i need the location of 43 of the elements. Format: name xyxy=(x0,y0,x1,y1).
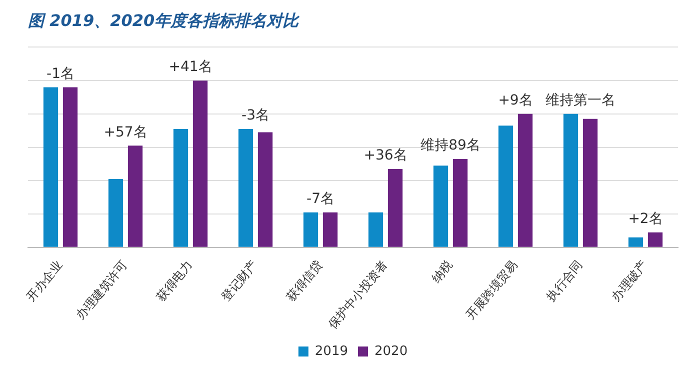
x-tick-label: 办理破产 xyxy=(608,258,650,304)
annotation: +9名 xyxy=(498,92,533,109)
bar xyxy=(258,132,273,247)
bar xyxy=(518,114,533,247)
bar xyxy=(62,87,78,247)
bar xyxy=(238,128,254,247)
x-tick-label: 获得信贷 xyxy=(284,258,326,304)
x-tick-label: 纳税 xyxy=(429,258,456,286)
bar xyxy=(498,126,514,247)
annotation: +36名 xyxy=(364,148,408,164)
annotation: +57名 xyxy=(104,124,148,140)
annotation: -1名 xyxy=(46,66,74,82)
bar xyxy=(303,212,318,247)
bar xyxy=(628,237,644,247)
legend-label: 2019 xyxy=(314,344,348,359)
bar xyxy=(648,232,663,247)
annotation: 维持第一名 xyxy=(546,92,616,109)
bar xyxy=(173,128,188,247)
bar xyxy=(128,146,143,247)
annotation: +41名 xyxy=(168,59,212,76)
bar xyxy=(368,212,384,247)
x-tick-label: 执行合同 xyxy=(544,258,586,304)
x-tick-label: 获得电力 xyxy=(154,258,196,304)
x-tick-label: 开办企业 xyxy=(24,258,66,304)
x-tick-label: 登记财产 xyxy=(218,258,260,304)
bar xyxy=(43,87,58,247)
bar xyxy=(452,158,468,247)
annotation: -7名 xyxy=(306,191,334,207)
bar xyxy=(192,80,208,247)
annotation: +2名 xyxy=(628,211,663,228)
chart-title: 图 2019、2020年度各指标排名对比 xyxy=(28,10,301,30)
x-tick-label: 开展跨境贸易 xyxy=(463,258,520,322)
bar xyxy=(433,166,448,247)
annotation: -3名 xyxy=(242,108,270,124)
bar xyxy=(322,212,338,247)
bar xyxy=(108,178,124,247)
bar xyxy=(582,118,598,247)
annotation: 维持89名 xyxy=(420,138,480,154)
bar xyxy=(388,168,403,247)
bar xyxy=(563,114,578,247)
x-tick-label: 保护中小投资者 xyxy=(325,258,390,332)
x-tick-label: 办理建筑许可 xyxy=(73,258,130,322)
legend-label: 2020 xyxy=(374,344,408,359)
